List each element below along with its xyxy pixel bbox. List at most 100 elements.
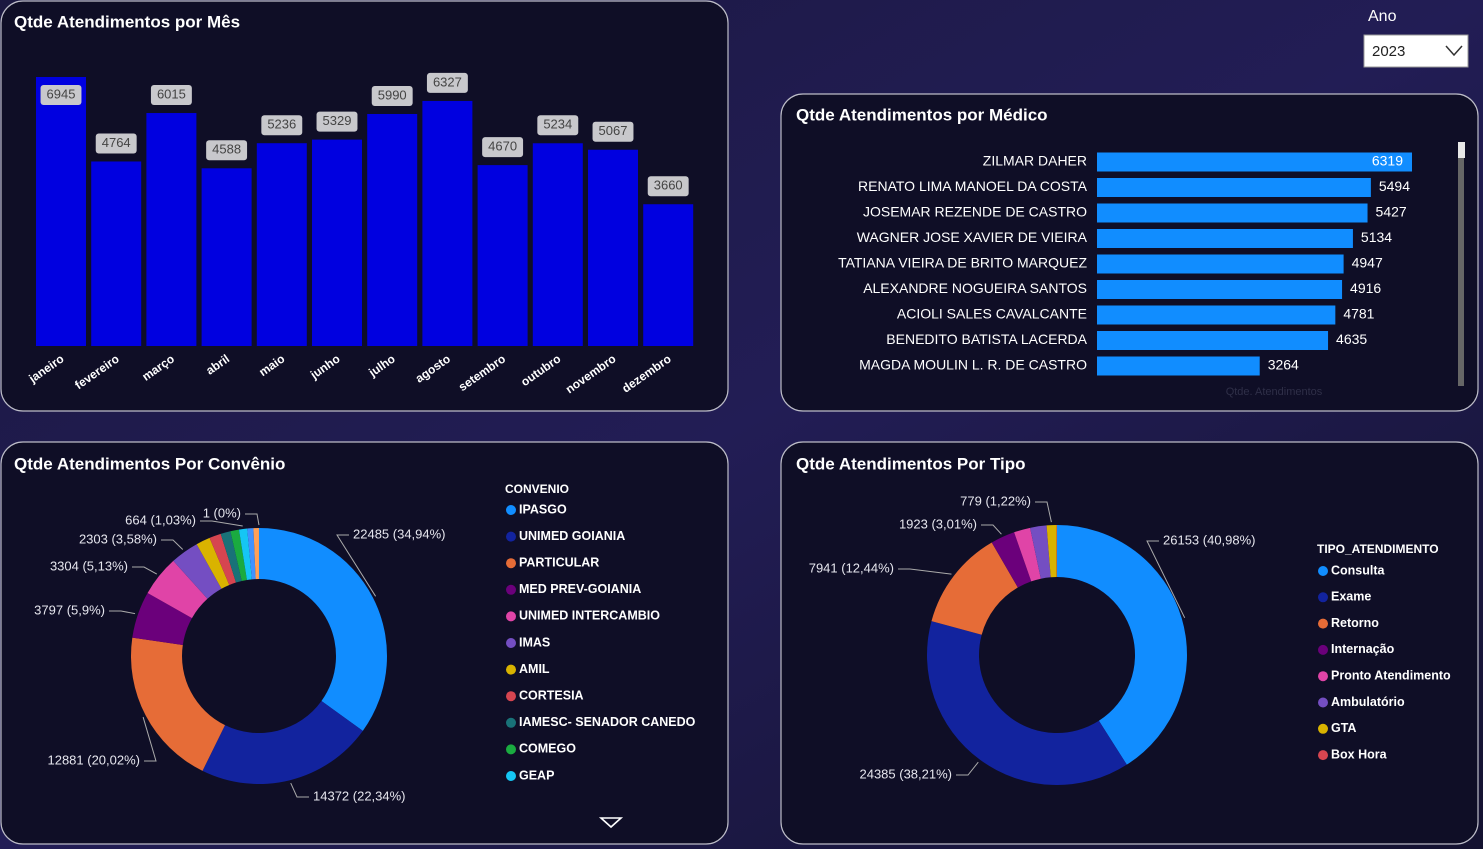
legend-label: Retorno <box>1331 616 1379 630</box>
legend-marker <box>506 611 516 622</box>
legend-title: TIPO_ATENDIMENTO <box>1317 542 1439 556</box>
slice <box>259 528 387 731</box>
data-label-box <box>592 121 634 142</box>
legend-marker <box>506 584 516 595</box>
slice <box>1057 525 1187 765</box>
data-label: 5134 <box>1361 229 1392 245</box>
bar <box>1097 254 1344 274</box>
legend-label: AMIL <box>519 662 550 676</box>
y-tick-label: ACIOLI SALES CAVALCANTE <box>897 306 1087 322</box>
bar <box>36 77 86 346</box>
legend-title: CONVENIO <box>505 482 569 496</box>
leader-line <box>245 513 260 526</box>
data-label: 3264 <box>1268 357 1299 373</box>
data-label: 5234 <box>543 117 572 132</box>
legend-label: IMAS <box>519 635 550 649</box>
data-label: 5236 <box>267 117 296 132</box>
legend-label: Pronto Atendimento <box>1331 668 1451 682</box>
legend-marker <box>506 691 516 702</box>
slice <box>209 533 236 585</box>
y-tick-label: WAGNER JOSE XAVIER DE VIEIRA <box>857 229 1088 245</box>
leader-line <box>161 539 184 550</box>
bar <box>643 204 694 346</box>
slice <box>931 542 1018 635</box>
legend-label: COMEGO <box>519 742 576 756</box>
data-label-box <box>150 85 192 106</box>
y-tick-label: MAGDA MOULIN L. R. DE CASTRO <box>859 357 1087 373</box>
data-label-box <box>482 137 524 158</box>
bar <box>477 165 528 346</box>
data-label: 4947 <box>1352 255 1383 271</box>
bar <box>1097 152 1412 172</box>
legend-label: MED PREV-GOIANIA <box>519 582 641 596</box>
data-label: 4670 <box>488 139 517 154</box>
legend-label: Box Hora <box>1331 747 1388 761</box>
bar <box>588 149 638 346</box>
legend-marker <box>506 505 516 515</box>
legend-marker <box>1318 671 1328 682</box>
legend-marker <box>506 558 516 569</box>
data-label: 4781 <box>1343 306 1374 322</box>
slice <box>247 528 256 580</box>
data-label-box <box>647 176 689 197</box>
data-label: 5990 <box>378 87 407 102</box>
slice <box>1030 525 1051 579</box>
data-label: 26153 (40,98%) <box>1163 532 1256 547</box>
legend-label: Internação <box>1331 642 1395 656</box>
slicer-label: Ano <box>1368 8 1397 25</box>
data-label: 3660 <box>654 178 683 193</box>
data-label-box <box>261 115 303 136</box>
y-tick-label: RENATO LIMA MANOEL DA COSTA <box>858 178 1088 194</box>
slice <box>173 544 222 599</box>
slicer-dropdown[interactable]: 2023 <box>1363 34 1469 68</box>
chevron <box>1445 45 1463 57</box>
data-label: 1 (0%) <box>203 505 241 520</box>
scroll-thumb[interactable] <box>1458 142 1465 158</box>
legend-marker <box>506 717 516 728</box>
bar <box>256 143 307 346</box>
slice <box>196 537 230 589</box>
slice <box>253 528 259 580</box>
legend-label: UNIMED GOIANIA <box>519 529 625 543</box>
legend-marker <box>506 744 516 755</box>
data-label: 6319 <box>1372 153 1403 169</box>
legend-marker <box>506 664 516 675</box>
leader-line <box>336 534 377 597</box>
legend-label: PARTICULAR <box>519 555 599 569</box>
bar <box>201 168 252 346</box>
data-label: 14372 (22,34%) <box>313 788 406 803</box>
bar <box>1097 280 1343 299</box>
data-label: 12881 (20,02%) <box>47 752 140 767</box>
bar <box>1097 356 1260 376</box>
legend-label: Exame <box>1331 590 1371 604</box>
y-tick-label: BENEDITO BATISTA LACERDA <box>886 331 1087 347</box>
slice <box>926 621 1127 785</box>
bar <box>312 139 362 346</box>
slicer-value[interactable]: 2023 <box>1372 43 1405 60</box>
bar <box>1097 203 1368 223</box>
leader-line <box>132 566 158 575</box>
legend-label: Consulta <box>1331 563 1386 577</box>
bar <box>422 100 473 346</box>
slice <box>147 560 208 619</box>
leader-line <box>898 568 952 575</box>
data-label-box <box>40 85 82 105</box>
bar <box>1097 229 1353 248</box>
legend-scroll[interactable] <box>598 817 624 829</box>
data-label: 4588 <box>212 142 241 157</box>
legend-marker <box>506 638 516 648</box>
data-label: 664 (1,03%) <box>125 512 196 527</box>
legend-label: CORTESIA <box>519 688 584 702</box>
bar <box>532 143 583 346</box>
legend-marker <box>1318 592 1328 603</box>
leader-line <box>956 761 979 776</box>
legend-marker <box>1318 723 1328 734</box>
panel <box>780 441 1479 845</box>
data-label: 1923 (3,01%) <box>899 516 977 531</box>
legend-label: GTA <box>1331 721 1356 735</box>
slice <box>202 701 363 784</box>
data-label: 4916 <box>1350 280 1381 296</box>
leader-line <box>200 520 243 527</box>
data-label-box <box>95 133 137 154</box>
